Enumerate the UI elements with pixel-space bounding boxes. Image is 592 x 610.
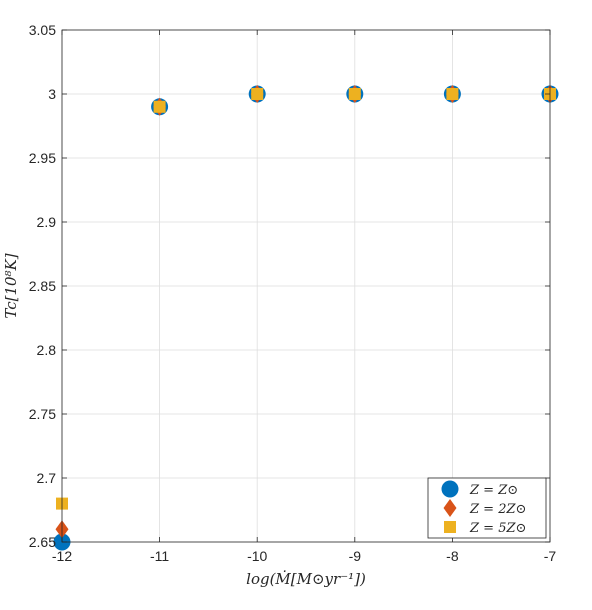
y-tick-label: 2.75	[29, 406, 56, 422]
x-tick-label: -10	[247, 548, 267, 564]
x-tick-label: -11	[150, 548, 169, 564]
y-tick-label: 2.95	[29, 150, 56, 166]
legend-circle-marker	[441, 480, 459, 498]
y-tick-label: 2.8	[37, 342, 57, 358]
y-axis-label: Tc[10⁸K]	[2, 253, 20, 318]
legend-label: Z = Z⊙	[469, 483, 518, 498]
y-tick-label: 2.7	[37, 470, 57, 486]
y-tick-label: 2.85	[29, 278, 56, 294]
legend: Z = Z⊙ Z = 2Z⊙ Z = 5Z⊙	[427, 477, 547, 539]
y-tick-label: 3.05	[29, 22, 56, 38]
y-tick-label: 3	[48, 86, 56, 102]
legend-square-marker	[444, 521, 456, 533]
square-point	[348, 88, 361, 100]
x-tick-label: -7	[544, 548, 557, 564]
y-tick-label: 2.65	[29, 534, 56, 550]
x-tick-label: -8	[446, 548, 459, 564]
y-tick-label: 2.9	[37, 214, 57, 230]
square-point	[446, 88, 459, 100]
x-tick-label: -9	[349, 548, 362, 564]
legend-label: Z = 2Z⊙	[469, 502, 526, 517]
square-point	[153, 100, 166, 113]
legend-label: Z = 5Z⊙	[469, 521, 526, 536]
legend-diamond-marker	[443, 499, 457, 517]
x-axis-label: log(Ṁ[M⊙yr⁻¹])	[246, 570, 366, 588]
x-tick-label: -12	[52, 548, 72, 564]
data-points	[53, 85, 559, 551]
axis-ticks: -12 -11 -10 -9 -8 -7 2.65 2.7 2.75 2.8 2.85 2.9 2.95…	[29, 22, 557, 564]
square-point	[251, 88, 264, 100]
